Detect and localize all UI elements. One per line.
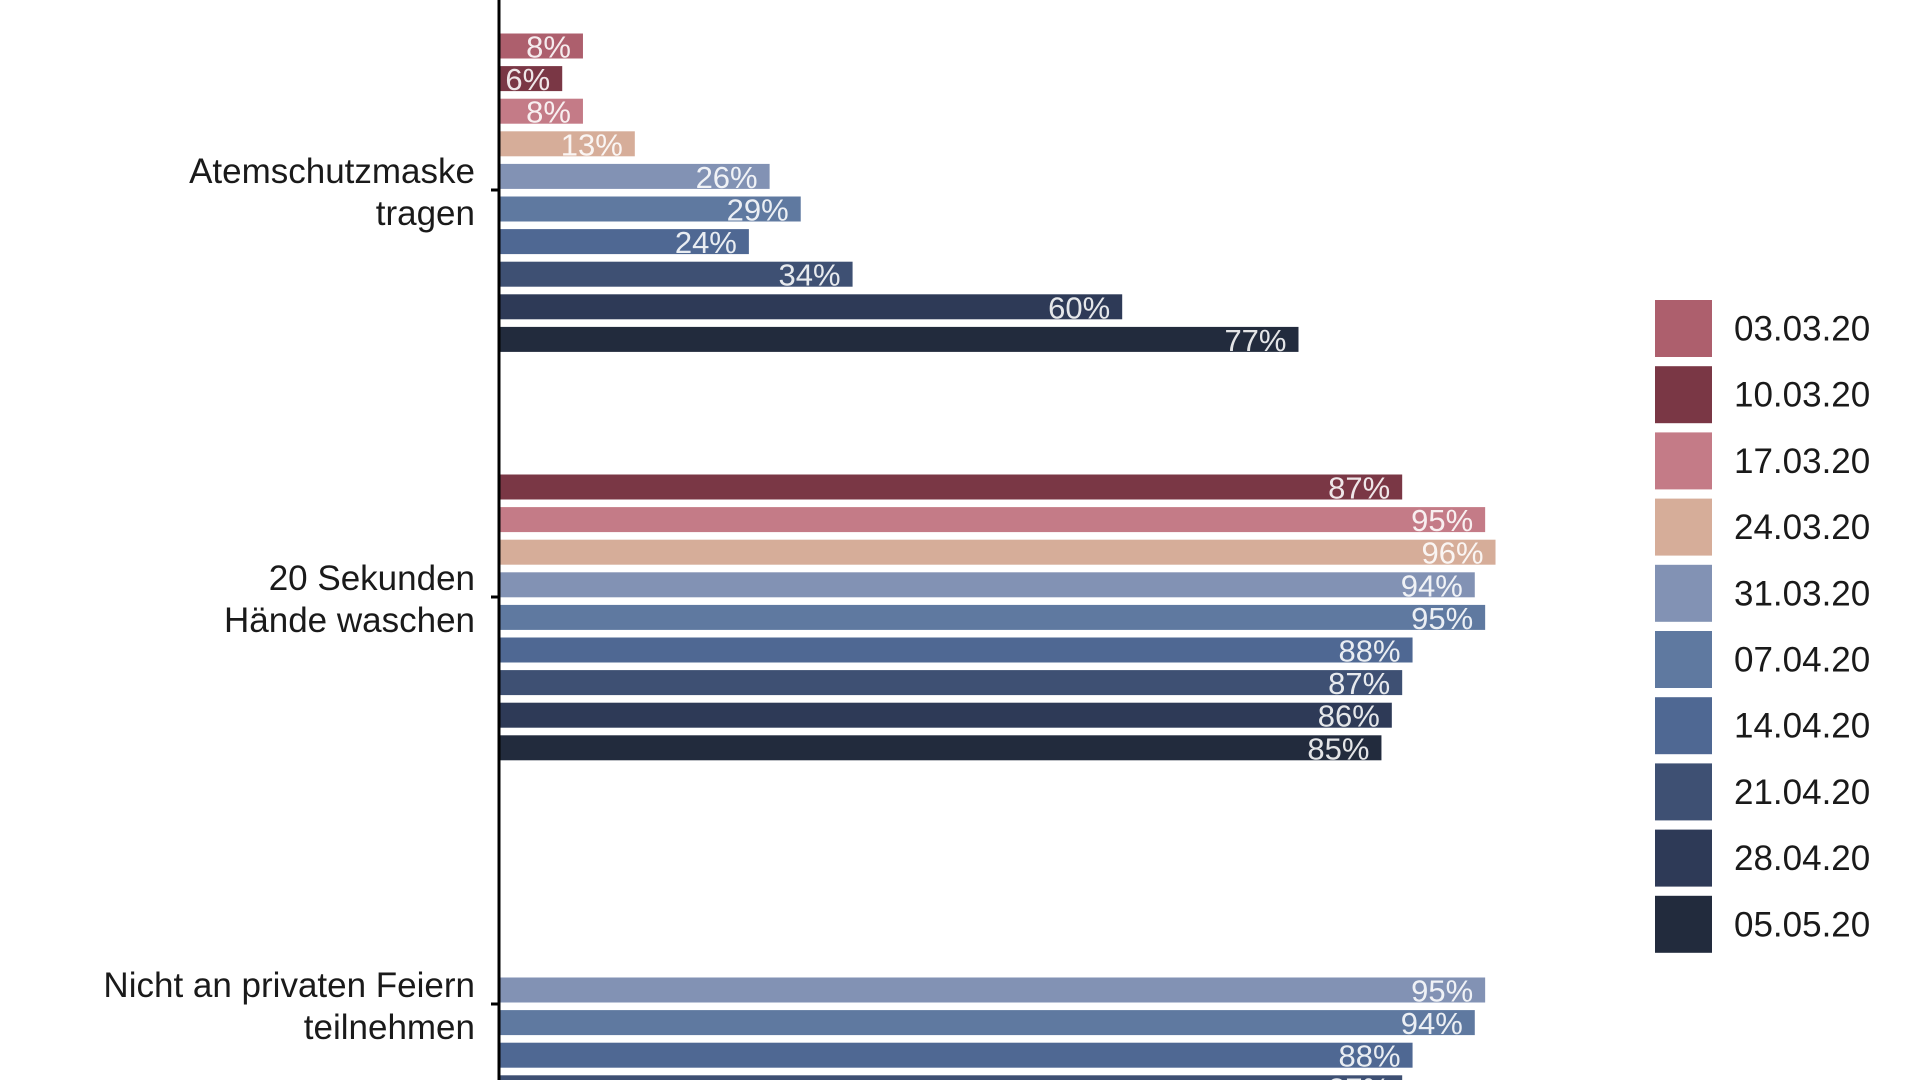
legend-swatch: [1655, 366, 1712, 424]
value-label: 87%: [1328, 471, 1390, 506]
value-label: 13%: [561, 127, 623, 162]
legend-swatch: [1655, 432, 1712, 490]
value-label: 94%: [1401, 1006, 1463, 1041]
value-label: 86%: [1318, 699, 1380, 734]
value-label: 87%: [1328, 1071, 1390, 1080]
legend-swatch: [1655, 564, 1712, 622]
bar-3-21.04.20: [500, 1075, 1403, 1085]
y-axis: [491, 0, 501, 1080]
value-labels-layer: 8%6%8%13%26%29%24%34%60%77%87%95%96%94%9…: [505, 30, 1483, 1081]
bars-layer: [500, 33, 1496, 1085]
legend-label: 14.04.20: [1734, 707, 1870, 746]
bar-2-14.04.20: [500, 637, 1413, 663]
bar-1-03.03.20: [500, 33, 583, 59]
legend-swatch: [1655, 829, 1712, 887]
legend-label: 28.04.20: [1734, 839, 1870, 878]
category-labels: Atemschutzmaske tragen 20 Sekunden Hände wa…: [103, 152, 475, 1047]
legend-label: 24.03.20: [1734, 508, 1870, 547]
value-label: 8%: [526, 30, 571, 65]
value-label: 60%: [1048, 290, 1110, 325]
value-label: 87%: [1328, 666, 1390, 701]
bar-1-21.04.20: [500, 261, 853, 287]
legend-label: 07.04.20: [1734, 641, 1870, 680]
value-label: 24%: [675, 225, 737, 260]
legend-label: 21.04.20: [1734, 773, 1870, 812]
value-label: 95%: [1411, 601, 1473, 636]
bar-1-24.03.20: [500, 131, 635, 157]
bar-1-28.04.20: [500, 294, 1123, 320]
category-label: 20 Sekunden Hände waschen: [224, 559, 475, 640]
bar-2-05.05.20: [500, 735, 1382, 761]
value-label: 88%: [1339, 1039, 1401, 1074]
bar-2-21.04.20: [500, 670, 1403, 696]
legend-swatch: [1655, 895, 1712, 953]
value-label: 34%: [779, 258, 841, 293]
legend-swatch: [1655, 300, 1712, 357]
bar-1-05.05.20: [500, 326, 1299, 352]
value-label: 6%: [505, 62, 550, 97]
legend-label: 03.03.20: [1734, 310, 1870, 349]
value-label: 88%: [1339, 634, 1401, 669]
bar-2-17.03.20: [500, 507, 1486, 533]
bar-2-31.03.20: [500, 572, 1475, 598]
legend-label: 17.03.20: [1734, 442, 1870, 481]
bar-1-10.03.20: [500, 66, 563, 92]
value-label: 85%: [1307, 731, 1369, 766]
bar-3-14.04.20: [500, 1042, 1413, 1068]
bar-2-07.04.20: [500, 604, 1486, 630]
legend-swatch: [1655, 697, 1712, 755]
legend-label: 31.03.20: [1734, 574, 1870, 613]
legend-swatch: [1655, 763, 1712, 821]
bar-3-31.03.20: [500, 977, 1486, 1003]
bar-2-24.03.20: [500, 539, 1496, 565]
legend: 03.03.20 10.03.20 17.03.20 24.03.20 31.03.20…: [1655, 300, 1870, 953]
value-label: 95%: [1411, 974, 1473, 1009]
bar-2-10.03.20: [500, 474, 1403, 500]
legend-swatch: [1655, 498, 1712, 556]
value-label: 29%: [727, 193, 789, 228]
bar-1-17.03.20: [500, 98, 583, 124]
bar-1-07.04.20: [500, 196, 801, 222]
bar-2-28.04.20: [500, 702, 1392, 728]
category-label: Atemschutzmaske tragen: [189, 152, 475, 233]
bar-1-14.04.20: [500, 229, 749, 255]
legend-label: 05.05.20: [1734, 905, 1870, 944]
value-label: 77%: [1224, 323, 1286, 358]
category-label: Nicht an privaten Feiern teilnehmen: [103, 966, 475, 1047]
value-label: 95%: [1411, 503, 1473, 538]
bar-1-31.03.20: [500, 163, 770, 189]
value-label: 96%: [1421, 536, 1483, 571]
legend-swatch: [1655, 631, 1712, 688]
legend-label: 10.03.20: [1734, 376, 1870, 415]
bar-3-07.04.20: [500, 1010, 1475, 1036]
value-label: 26%: [696, 160, 758, 195]
value-label: 8%: [526, 95, 571, 130]
value-label: 94%: [1401, 568, 1463, 603]
